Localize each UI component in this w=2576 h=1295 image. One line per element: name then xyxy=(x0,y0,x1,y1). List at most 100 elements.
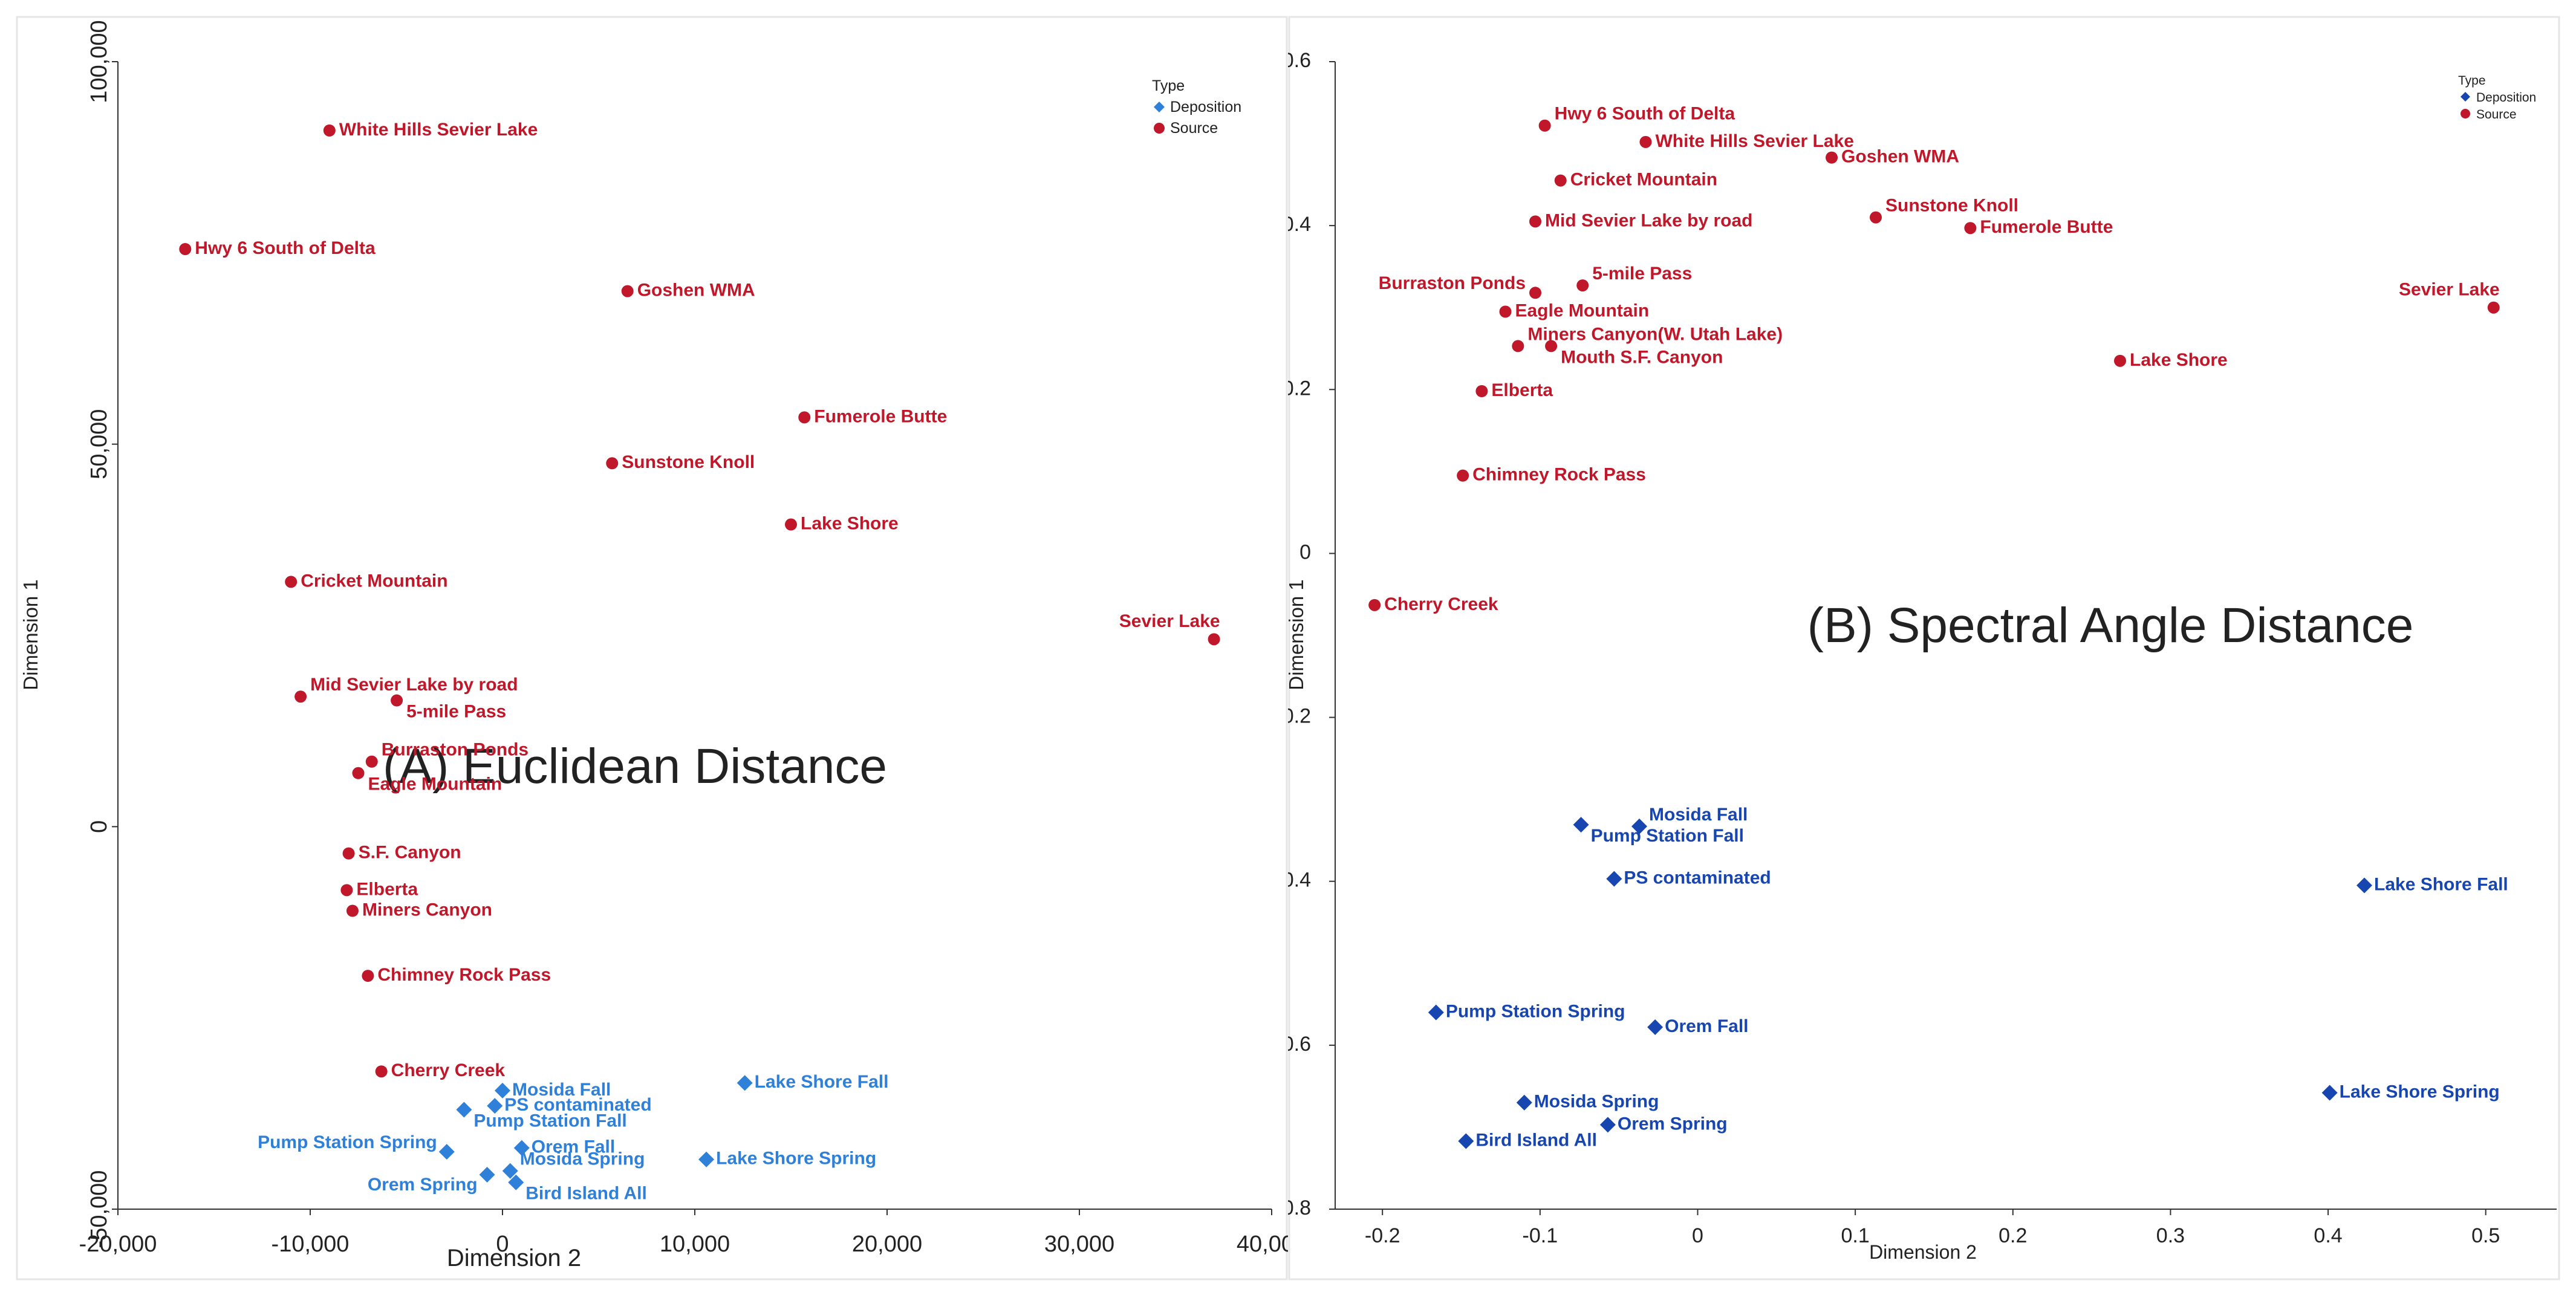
point-pump-station-fall xyxy=(1573,817,1589,833)
x-tick-label: 0.1 xyxy=(1841,1224,1869,1247)
point-label-burraston-ponds: Burraston Ponds xyxy=(382,740,529,760)
point-ps-contaminated xyxy=(1606,871,1622,887)
point-label-mid-sevier-lake-by-road: Mid Sevier Lake by road xyxy=(1545,210,1752,230)
x-tick-label: 0.3 xyxy=(2156,1224,2185,1247)
point-lake-shore-spring xyxy=(698,1151,715,1167)
y-tick-label: 100,000 xyxy=(86,20,112,103)
point-label-pump-station-fall: Pump Station Fall xyxy=(1591,826,1744,846)
point-hwy-6-south-of-delta xyxy=(1538,119,1551,132)
point-label-mid-sevier-lake-by-road: Mid Sevier Lake by road xyxy=(310,675,518,695)
point-label-lake-shore-spring: Lake Shore Spring xyxy=(2340,1082,2500,1102)
x-tick-label: 40,000 xyxy=(1237,1232,1288,1257)
point-label-orem-fall: Orem Fall xyxy=(1665,1016,1748,1036)
point-label-chimney-rock-pass: Chimney Rock Pass xyxy=(377,965,551,985)
legend-title: Type xyxy=(2458,74,2486,88)
point-label-goshen-wma: Goshen WMA xyxy=(637,281,755,300)
point-label-lake-shore-fall: Lake Shore Fall xyxy=(755,1072,889,1092)
point-5-mile-pass xyxy=(391,694,403,707)
point-pump-station-spring xyxy=(1428,1004,1444,1021)
x-tick-label: 0.2 xyxy=(1999,1224,2027,1247)
x-tick-label: 20,000 xyxy=(852,1232,922,1257)
point-white-hills-sevier-lake xyxy=(1639,135,1652,148)
point-mosida-spring xyxy=(1516,1094,1532,1111)
point-mosida-spring xyxy=(502,1163,518,1179)
point-5-mile-pass xyxy=(1576,279,1589,292)
point-label-s-f-canyon: S.F. Canyon xyxy=(359,843,461,863)
x-tick-label: 0.5 xyxy=(2471,1224,2500,1247)
y-tick-label: -50,000 xyxy=(86,1170,112,1248)
point-mid-sevier-lake-by-road xyxy=(294,690,307,703)
y-tick-label: 50,000 xyxy=(86,409,112,479)
point-label-eagle-mountain: Eagle Mountain xyxy=(368,774,503,794)
point-label-sunstone-knoll: Sunstone Knoll xyxy=(1885,196,2018,216)
point-eagle-mountain xyxy=(1499,305,1512,318)
panel-frame xyxy=(16,16,1288,1280)
point-label-white-hills-sevier-lake: White Hills Sevier Lake xyxy=(1655,131,1853,151)
point-label-white-hills-sevier-lake: White Hills Sevier Lake xyxy=(339,120,538,140)
point-lake-shore-fall xyxy=(2356,877,2373,894)
y-tick-label: 0.6 xyxy=(1288,1033,1311,1056)
point-label-elberta: Elberta xyxy=(1491,380,1553,400)
chart-euclidean: -20,000 -10,000 0 10,000 20,000 30,000 40,000 -… xyxy=(16,16,1288,1280)
y-tick-label: 0.4 xyxy=(1288,869,1311,892)
point-chimney-rock-pass xyxy=(362,970,374,982)
point-label-sunstone-knoll: Sunstone Knoll xyxy=(622,452,755,472)
point-elberta xyxy=(1475,385,1488,397)
point-lake-shore-spring xyxy=(2321,1085,2338,1101)
point-pump-station-fall xyxy=(456,1102,472,1118)
y-tick-label: -0.2 xyxy=(1288,377,1311,400)
y-tick-label: -0.4 xyxy=(1288,213,1311,236)
point-label-pump-station-fall: Pump Station Fall xyxy=(473,1111,626,1131)
point-label-cricket-mountain: Cricket Mountain xyxy=(1570,170,1717,190)
point-label-lake-shore: Lake Shore xyxy=(801,513,899,533)
point-label-fumerole-butte: Fumerole Butte xyxy=(1980,217,2113,237)
point-label-cricket-mountain: Cricket Mountain xyxy=(301,571,447,591)
point-cherry-creek xyxy=(1368,599,1381,611)
point-label-pump-station-spring: Pump Station Spring xyxy=(1446,1002,1625,1022)
point-label-orem-spring: Orem Spring xyxy=(1618,1114,1728,1134)
point-sunstone-knoll xyxy=(606,457,619,470)
point-miners-canyon xyxy=(346,904,359,917)
legend-marker-deposition xyxy=(1154,102,1165,112)
point-orem-spring xyxy=(1599,1117,1616,1133)
point-label-bird-island-all: Bird Island All xyxy=(1475,1130,1597,1150)
y-tick-label: 0.8 xyxy=(1288,1196,1311,1219)
legend-marker-source xyxy=(2461,109,2470,118)
legend-label-source: Source xyxy=(1170,120,1218,137)
point-label-chimney-rock-pass: Chimney Rock Pass xyxy=(1472,465,1646,485)
point-label-orem-fall: Orem Fall xyxy=(532,1137,615,1157)
chart-title: (A) Euclidean Distance xyxy=(383,739,887,794)
point-mouth-s-f-canyon xyxy=(1545,340,1558,352)
point-fumerole-butte xyxy=(798,411,811,424)
point-label-lake-shore-fall: Lake Shore Fall xyxy=(2374,874,2508,894)
point-fumerole-butte xyxy=(1964,222,1977,235)
point-mid-sevier-lake-by-road xyxy=(1529,215,1542,228)
panel-spectral-angle: -0.2 -0.1 0 0.1 0.2 0.3 0.4 0.5 -0.6 -0.4 -0.2 0 0.2… xyxy=(1288,0,2576,1295)
point-miners-canyon-w-utah-lake xyxy=(1512,340,1524,352)
legend-label-deposition: Deposition xyxy=(2476,91,2536,105)
point-burraston-ponds xyxy=(1529,287,1542,299)
point-mosida-fall xyxy=(495,1082,510,1099)
point-label-ps-contaminated: PS contaminated xyxy=(504,1095,651,1115)
point-bird-island-all xyxy=(1458,1133,1474,1149)
point-elberta xyxy=(340,884,353,897)
point-label-mouth-s-f-canyon: Mouth S.F. Canyon xyxy=(1561,347,1723,367)
chart-spectral-angle: -0.2 -0.1 0 0.1 0.2 0.3 0.4 0.5 -0.6 -0.4 -0.2 0 0.2… xyxy=(1288,16,2560,1280)
y-tick-label: 0.2 xyxy=(1288,705,1311,728)
x-tick-label: 0 xyxy=(496,1232,509,1257)
point-label-sevier-lake: Sevier Lake xyxy=(2399,280,2500,300)
point-hwy-6-south-of-delta xyxy=(179,243,192,256)
point-chimney-rock-pass xyxy=(1457,469,1469,482)
point-label-mosida-spring: Mosida Spring xyxy=(1534,1092,1659,1112)
x-tick-label: 10,000 xyxy=(660,1232,730,1257)
point-label-pump-station-spring: Pump Station Spring xyxy=(258,1132,437,1152)
point-lake-shore xyxy=(2114,354,2127,367)
y-axis-label: Dimension 1 xyxy=(1288,579,1307,690)
x-tick-label: 0.4 xyxy=(2314,1224,2342,1247)
point-burraston-ponds xyxy=(365,755,378,768)
legend-marker-deposition xyxy=(2461,92,2470,102)
point-lake-shore-fall xyxy=(737,1075,753,1091)
legend-title: Type xyxy=(1152,77,1185,94)
point-label-goshen-wma: Goshen WMA xyxy=(1841,147,1959,167)
point-orem-spring xyxy=(479,1167,495,1183)
